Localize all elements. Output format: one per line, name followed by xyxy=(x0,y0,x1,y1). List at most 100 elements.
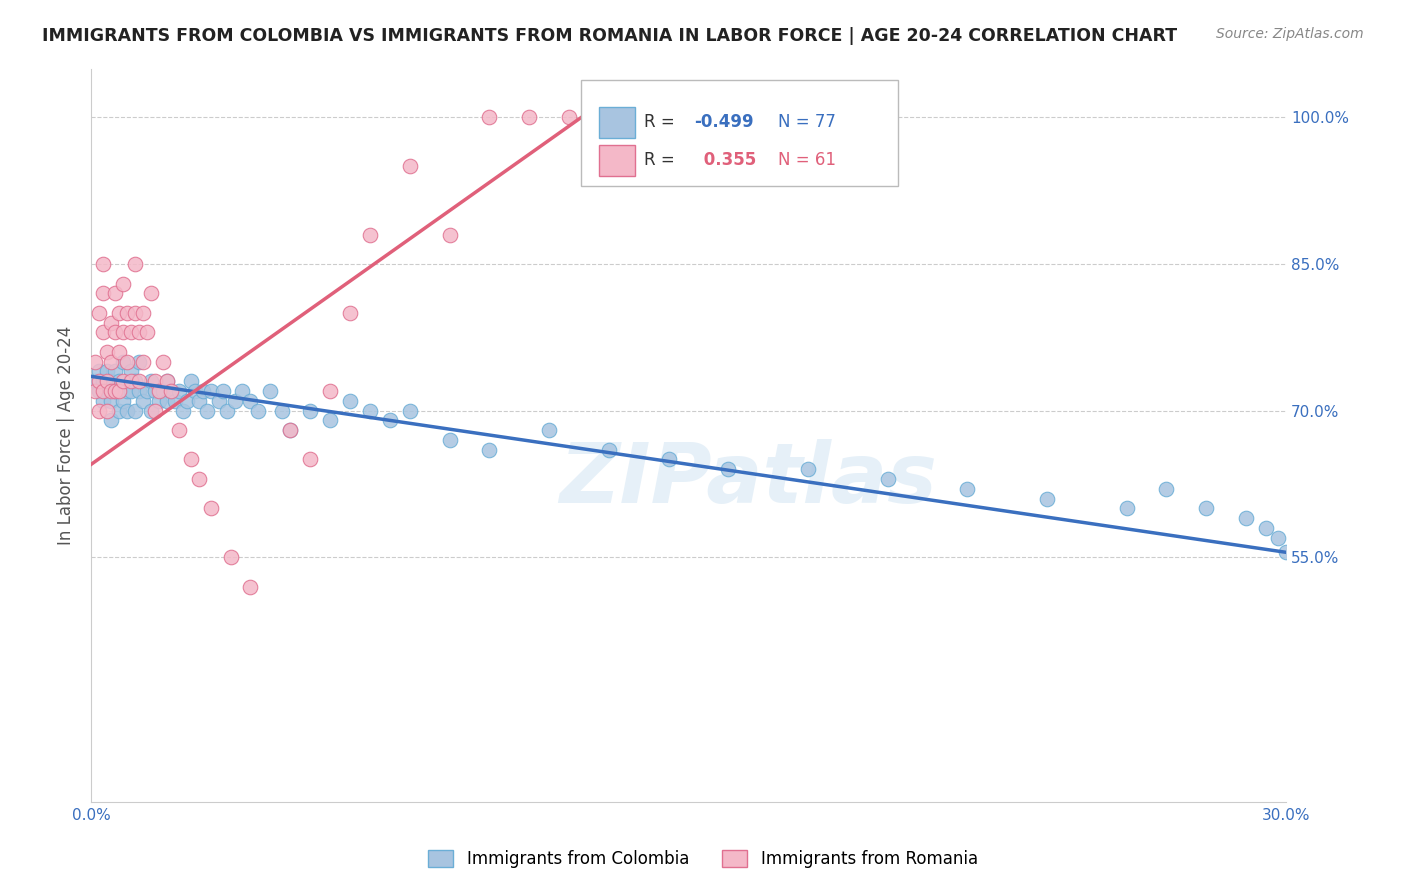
Point xyxy=(598,111,620,125)
Text: Source: ZipAtlas.com: Source: ZipAtlas.com xyxy=(1216,27,1364,41)
Point xyxy=(195,403,218,417)
Point xyxy=(104,326,127,340)
Point xyxy=(104,384,127,398)
Point xyxy=(91,393,114,408)
Text: IMMIGRANTS FROM COLOMBIA VS IMMIGRANTS FROM ROMANIA IN LABOR FORCE | AGE 20-24 C: IMMIGRANTS FROM COLOMBIA VS IMMIGRANTS F… xyxy=(42,27,1177,45)
Text: 0.355: 0.355 xyxy=(699,151,756,169)
Point xyxy=(359,403,381,417)
Point xyxy=(96,345,118,359)
Point xyxy=(398,403,420,417)
Point xyxy=(378,413,401,427)
Point xyxy=(84,355,107,369)
Point xyxy=(143,384,166,398)
Point xyxy=(1036,491,1059,506)
Point xyxy=(100,413,122,427)
Point xyxy=(139,403,162,417)
Point xyxy=(100,384,122,398)
Point xyxy=(876,472,898,486)
Point xyxy=(115,384,138,398)
Text: R =: R = xyxy=(644,113,681,131)
Point xyxy=(156,393,179,408)
Point xyxy=(100,374,122,388)
Legend: Immigrants from Colombia, Immigrants from Romania: Immigrants from Colombia, Immigrants fro… xyxy=(422,843,984,875)
Point xyxy=(148,393,170,408)
Point xyxy=(159,384,181,398)
Point xyxy=(87,374,110,388)
Point xyxy=(128,374,150,388)
Text: ZIPatlas: ZIPatlas xyxy=(560,439,938,519)
Point xyxy=(139,286,162,301)
Text: R =: R = xyxy=(644,151,681,169)
Point xyxy=(132,306,155,320)
Point xyxy=(678,111,700,125)
Point xyxy=(187,472,209,486)
Point xyxy=(191,384,214,398)
Point xyxy=(84,384,107,398)
Point xyxy=(96,384,118,398)
Point xyxy=(439,227,461,242)
Point xyxy=(132,355,155,369)
Point xyxy=(1254,521,1277,535)
Point xyxy=(115,403,138,417)
Text: N = 61: N = 61 xyxy=(778,151,837,169)
Point xyxy=(658,452,681,467)
Bar xyxy=(599,145,634,177)
Point xyxy=(319,413,342,427)
Point xyxy=(124,306,146,320)
Point xyxy=(183,384,205,398)
Point xyxy=(211,384,233,398)
Point xyxy=(1156,482,1178,496)
Point xyxy=(84,374,107,388)
Point xyxy=(124,374,146,388)
Point xyxy=(96,403,118,417)
Point xyxy=(108,345,131,359)
Point xyxy=(132,393,155,408)
Point xyxy=(128,326,150,340)
Point xyxy=(278,423,301,437)
Point xyxy=(439,433,461,447)
Point xyxy=(139,374,162,388)
Point xyxy=(124,257,146,271)
Point xyxy=(100,316,122,330)
Point xyxy=(91,384,114,398)
Point xyxy=(143,403,166,417)
Point xyxy=(956,482,979,496)
Point xyxy=(104,364,127,378)
Point xyxy=(108,306,131,320)
Point xyxy=(717,462,740,476)
Point xyxy=(239,393,262,408)
Point xyxy=(135,384,157,398)
Point xyxy=(128,355,150,369)
Point xyxy=(100,393,122,408)
Point xyxy=(120,384,142,398)
Point xyxy=(100,355,122,369)
Point xyxy=(231,384,253,398)
Point xyxy=(163,393,186,408)
Point xyxy=(156,374,179,388)
Point xyxy=(128,384,150,398)
Point xyxy=(135,326,157,340)
Point xyxy=(598,442,620,457)
Point xyxy=(180,452,202,467)
Point xyxy=(637,111,659,125)
Bar xyxy=(599,107,634,138)
Point xyxy=(224,393,246,408)
Point xyxy=(187,393,209,408)
Point xyxy=(108,384,131,398)
Point xyxy=(278,423,301,437)
Point xyxy=(91,257,114,271)
Point xyxy=(215,403,238,417)
Point xyxy=(87,364,110,378)
Point xyxy=(152,355,174,369)
Point xyxy=(115,306,138,320)
Point xyxy=(538,423,561,437)
Point xyxy=(152,384,174,398)
Point xyxy=(108,403,131,417)
Point xyxy=(120,326,142,340)
Point xyxy=(91,286,114,301)
Point xyxy=(478,442,501,457)
Point xyxy=(517,111,540,125)
Point xyxy=(339,306,361,320)
FancyBboxPatch shape xyxy=(581,79,897,186)
Point xyxy=(148,384,170,398)
